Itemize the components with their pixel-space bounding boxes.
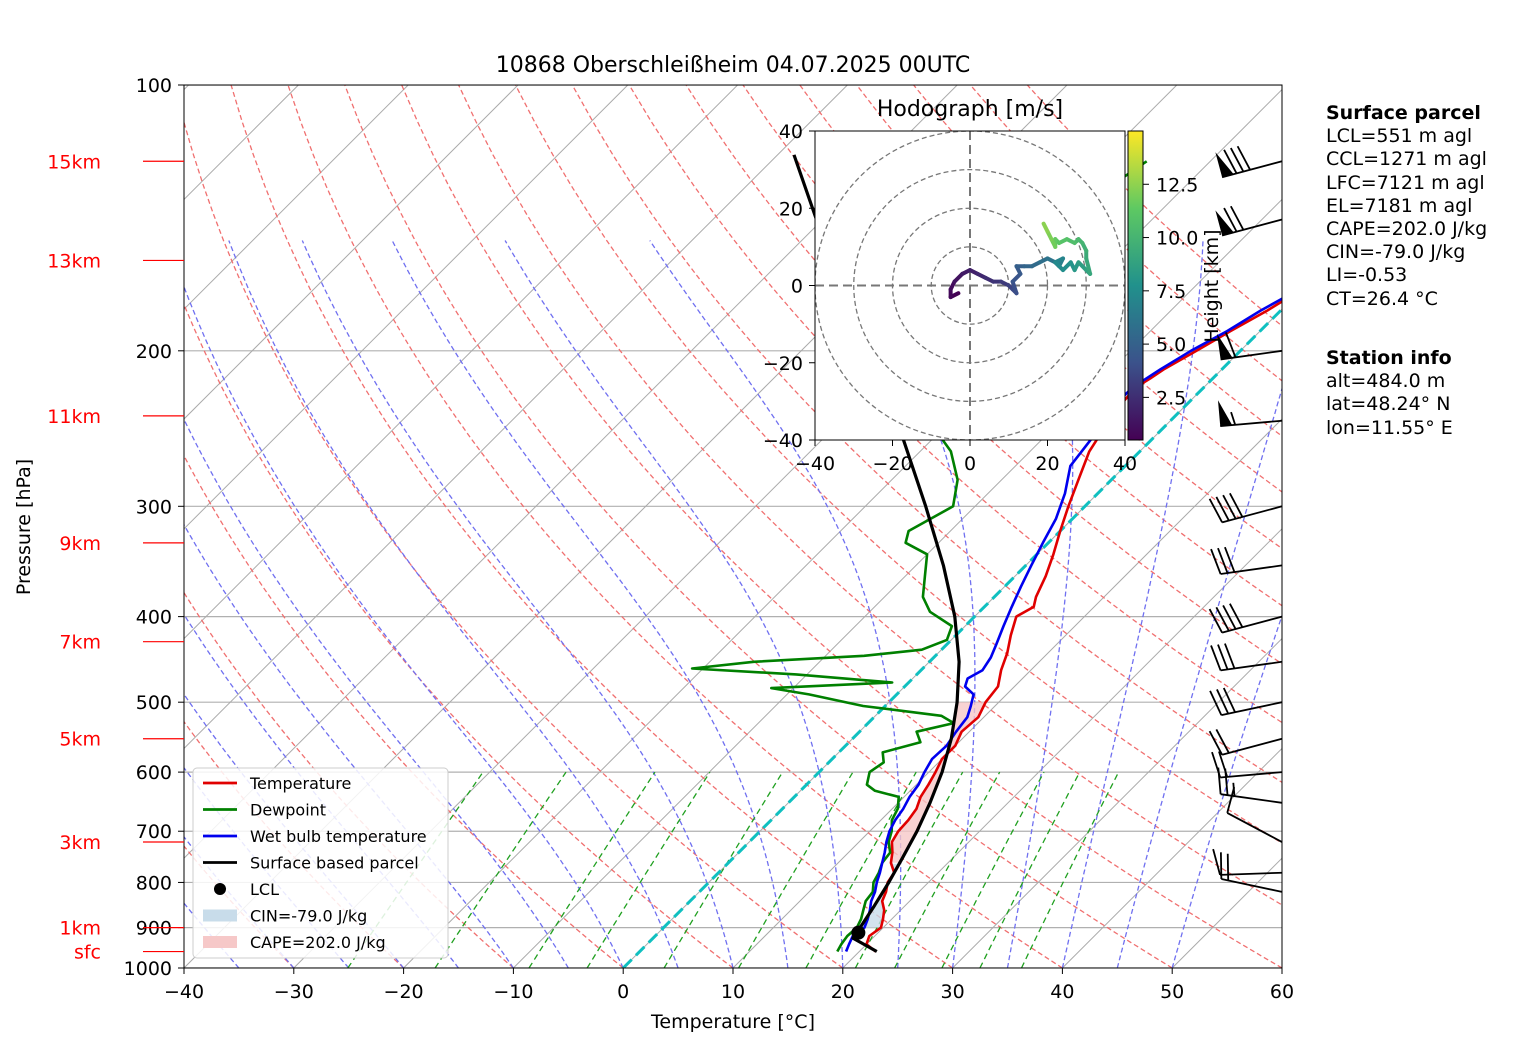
height-tick-label: sfc <box>74 942 101 964</box>
height-tick-label: 1km <box>59 918 101 940</box>
x-tick-label: 10 <box>721 981 745 1003</box>
station-latitude: lat=48.24° N <box>1326 393 1453 416</box>
hodograph-y-tick-label: −40 <box>763 430 803 452</box>
legend-label: Temperature <box>249 774 351 793</box>
surface-parcel-lcl: LCL=551 m agl <box>1326 125 1487 148</box>
y-tick-label: 400 <box>136 607 172 629</box>
legend-label: CIN=-79.0 J/kg <box>250 907 367 926</box>
surface-parcel-el: EL=7181 m agl <box>1326 195 1487 218</box>
lcl-marker <box>851 926 865 940</box>
legend-label: Dewpoint <box>250 801 326 820</box>
colorbar-tick-label: 7.5 <box>1156 281 1186 303</box>
hodograph-y-tick-label: −20 <box>763 353 803 375</box>
hodograph-y-tick-label: 20 <box>779 198 803 220</box>
station-info-panel: Station info alt=484.0 m lat=48.24° N lo… <box>1326 347 1453 440</box>
colorbar-tick-label: 2.5 <box>1156 387 1186 409</box>
height-tick-label: 7km <box>59 632 101 654</box>
x-tick-label: 60 <box>1270 981 1294 1003</box>
hodograph-x-tick-label: −40 <box>795 453 835 475</box>
surface-parcel-ct: CT=26.4 °C <box>1326 288 1487 311</box>
chart-title: 10868 Oberschleißheim 04.07.2025 00UTC <box>496 53 971 78</box>
y-tick-label: 500 <box>136 692 172 714</box>
hodograph-y-tick-label: 0 <box>791 276 803 298</box>
x-axis-label: Temperature [°C] <box>650 1011 815 1033</box>
y-tick-label: 700 <box>136 821 172 843</box>
surface-parcel-cin: CIN=-79.0 J/kg <box>1326 241 1487 264</box>
x-tick-label: −20 <box>384 981 424 1003</box>
x-tick-label: 30 <box>941 981 965 1003</box>
station-altitude: alt=484.0 m <box>1326 370 1453 393</box>
x-tick-label: 50 <box>1160 981 1184 1003</box>
y-tick-label: 1000 <box>124 958 172 980</box>
y-tick-label: 900 <box>136 918 172 940</box>
height-tick-label: 9km <box>59 533 101 555</box>
y-axis-label: Pressure [hPa] <box>13 459 35 595</box>
hodograph-x-tick-label: 40 <box>1113 453 1137 475</box>
surface-parcel-lfc: LFC=7121 m agl <box>1326 172 1487 195</box>
height-tick-label: 13km <box>47 250 101 272</box>
x-tick-label: −40 <box>164 981 204 1003</box>
station-info-heading: Station info <box>1326 347 1453 370</box>
hodograph-y-tick-label: 40 <box>779 121 803 143</box>
x-tick-label: −30 <box>274 981 314 1003</box>
x-tick-label: 0 <box>617 981 629 1003</box>
height-tick-label: 5km <box>59 729 101 751</box>
colorbar-tick-label: 10.0 <box>1156 228 1198 250</box>
legend-label: Wet bulb temperature <box>250 827 427 846</box>
hodograph-x-tick-label: 0 <box>964 453 976 475</box>
height-tick-label: 15km <box>47 151 101 173</box>
surface-parcel-ccl: CCL=1271 m agl <box>1326 148 1487 171</box>
station-longitude: lon=11.55° E <box>1326 417 1453 440</box>
x-tick-label: 40 <box>1050 981 1074 1003</box>
colorbar-label: Height [km] <box>1201 229 1223 342</box>
legend-label: Surface based parcel <box>250 854 419 873</box>
y-tick-label: 100 <box>136 75 172 97</box>
surface-parcel-cape: CAPE=202.0 J/kg <box>1326 218 1487 241</box>
surface-parcel-panel: Surface parcel LCL=551 m agl CCL=1271 m … <box>1326 102 1487 311</box>
y-tick-label: 600 <box>136 762 172 784</box>
y-tick-label: 800 <box>136 872 172 894</box>
height-tick-label: 11km <box>47 406 101 428</box>
surface-parcel-heading: Surface parcel <box>1326 102 1487 125</box>
height-tick-label: 3km <box>59 832 101 854</box>
colorbar-tick-label: 12.5 <box>1156 174 1198 196</box>
legend-label: CAPE=202.0 J/kg <box>250 933 386 952</box>
x-tick-label: −10 <box>493 981 533 1003</box>
y-tick-label: 300 <box>136 496 172 518</box>
y-tick-label: 200 <box>136 341 172 363</box>
legend-label: LCL <box>250 880 279 899</box>
hodograph-x-tick-label: −20 <box>872 453 912 475</box>
hodograph-title: Hodograph [m/s] <box>877 97 1063 122</box>
colorbar-tick-label: 5.0 <box>1156 334 1186 356</box>
surface-parcel-li: LI=-0.53 <box>1326 264 1487 287</box>
x-tick-label: 20 <box>831 981 855 1003</box>
hodograph-x-tick-label: 20 <box>1035 453 1059 475</box>
height-colorbar <box>1128 131 1143 440</box>
